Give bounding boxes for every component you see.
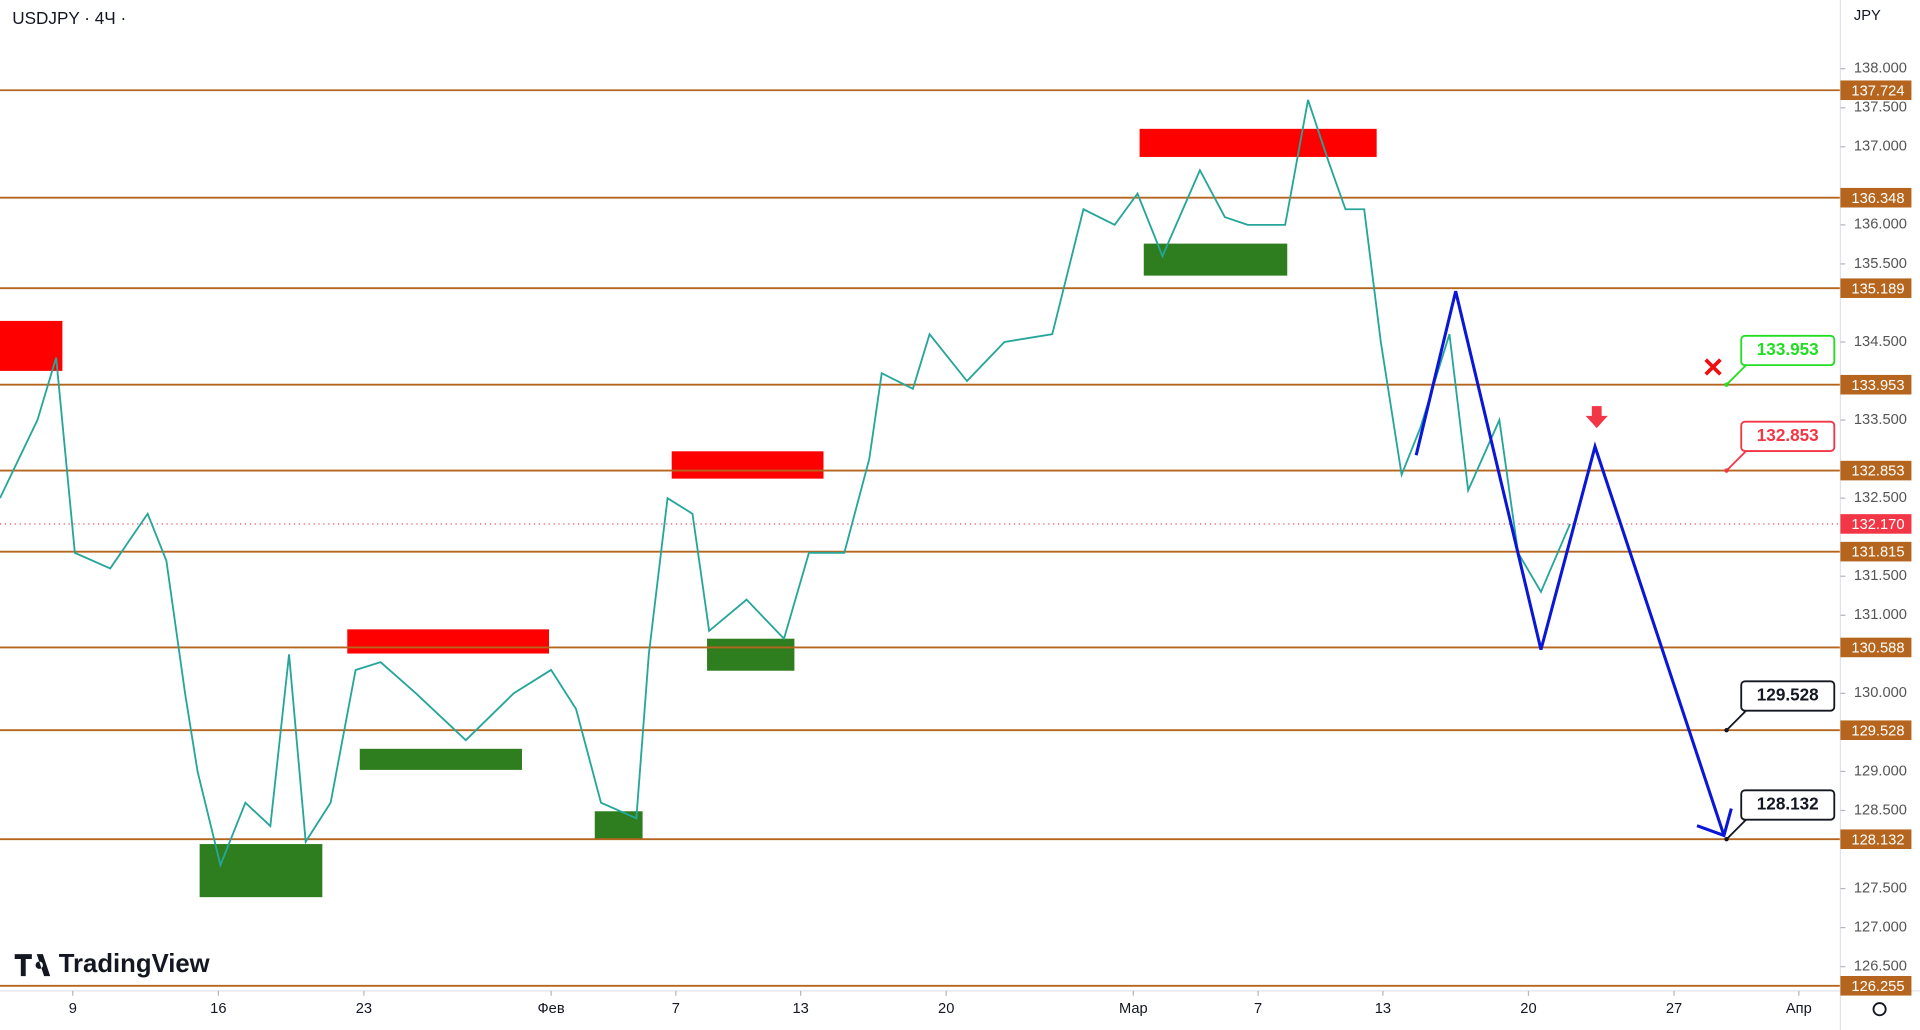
x-tick-label: Апр (1786, 1001, 1812, 1017)
x-tick-label: Мар (1119, 1001, 1148, 1017)
x-tick-label: 23 (356, 1001, 372, 1017)
x-tick-label: 13 (792, 1001, 808, 1017)
watermark: TradingView (59, 950, 211, 978)
callout-box (1740, 334, 1836, 367)
current-price-label: 132.170 (1851, 517, 1904, 533)
level-label: 135.189 (1851, 281, 1904, 297)
y-tick-label: 134.500 (1854, 334, 1907, 350)
symbol-title[interactable]: USDJPY · 4Ч · (12, 8, 126, 28)
level-badge (1840, 541, 1912, 562)
x-tick-label: 20 (938, 1001, 954, 1017)
y-tick-label: 133.500 (1854, 412, 1907, 428)
level-badge (1840, 637, 1912, 658)
currency-label[interactable]: JPY (1854, 8, 1881, 24)
projection-path (1414, 290, 1726, 836)
level-label: 132.853 (1851, 464, 1904, 480)
level-badge (1840, 374, 1912, 395)
settings-icon[interactable] (1872, 1002, 1887, 1017)
x-tick-label: 7 (672, 1001, 680, 1017)
level-badge (1840, 80, 1912, 101)
y-tick-label: 130.000 (1854, 685, 1907, 701)
callout-anchor (1724, 728, 1729, 733)
level-label: 130.588 (1851, 641, 1904, 657)
callout-leader (1725, 450, 1747, 472)
current-price-badge (1840, 514, 1912, 534)
level-badge (1840, 720, 1912, 741)
y-tick-label: 135.500 (1854, 256, 1907, 272)
projection-arrowhead (1696, 808, 1733, 838)
y-tick-label: 136.000 (1854, 217, 1907, 233)
watermark-logo (14, 954, 51, 977)
x-tick-label: 13 (1375, 1001, 1391, 1017)
zone (671, 451, 824, 479)
price-line (0, 99, 1571, 869)
level-label: 126.255 (1851, 979, 1904, 995)
plot-layer (0, 89, 1841, 987)
callout-leader (1725, 709, 1747, 731)
zone (1143, 243, 1288, 276)
y-tick-label: 129.000 (1854, 763, 1907, 779)
y-tick-label: 127.000 (1854, 919, 1907, 935)
x-tick-label: 9 (69, 1001, 77, 1017)
y-tick-label: 131.500 (1854, 568, 1907, 584)
zone (199, 844, 323, 898)
zone (0, 320, 63, 371)
y-tick-label: 128.500 (1854, 802, 1907, 818)
x-tick-label: 20 (1520, 1001, 1536, 1017)
cancel-mark (1704, 358, 1722, 376)
level-badge (1840, 829, 1912, 850)
sell-arrow (1585, 406, 1608, 429)
zone (347, 629, 550, 654)
level-label: 131.815 (1851, 545, 1904, 561)
x-tick-label: 16 (210, 1001, 226, 1017)
level-badge (1840, 975, 1912, 996)
callout-anchor (1724, 382, 1729, 387)
callout-leader (1725, 364, 1747, 386)
x-tick-label: 7 (1254, 1001, 1262, 1017)
zone (359, 748, 522, 770)
callout-label: 132.853 (1757, 425, 1819, 445)
y-tick-label: 131.000 (1854, 607, 1907, 623)
level-label: 133.953 (1851, 378, 1904, 394)
callout-label: 129.528 (1757, 685, 1819, 705)
callout-label: 133.953 (1757, 339, 1819, 359)
callout-anchor (1724, 468, 1729, 473)
callout-leader (1725, 818, 1747, 840)
level-label: 136.348 (1851, 191, 1904, 207)
x-tick-label: 27 (1666, 1001, 1682, 1017)
zone (594, 811, 643, 840)
y-tick-label: 132.500 (1854, 490, 1907, 506)
zone (707, 638, 795, 671)
zone (1139, 128, 1377, 157)
y-tick-label: 137.500 (1854, 100, 1907, 116)
level-badge (1840, 278, 1912, 298)
level-label: 137.724 (1851, 83, 1904, 99)
callout-label: 128.132 (1757, 794, 1819, 814)
level-label: 128.132 (1851, 832, 1904, 848)
callout-box (1740, 680, 1836, 712)
y-tick-label: 126.500 (1854, 959, 1907, 975)
callout-box (1740, 789, 1836, 821)
callout-anchor (1724, 837, 1729, 842)
level-badge (1840, 460, 1912, 481)
callout-box (1740, 420, 1836, 452)
level-label: 129.528 (1851, 723, 1904, 739)
y-tick-label: 137.000 (1854, 139, 1907, 155)
y-tick-label: 138.000 (1854, 61, 1907, 77)
y-tick-label: 127.500 (1854, 880, 1907, 896)
x-tick-label: Фев (538, 1001, 565, 1017)
level-badge (1840, 187, 1912, 208)
